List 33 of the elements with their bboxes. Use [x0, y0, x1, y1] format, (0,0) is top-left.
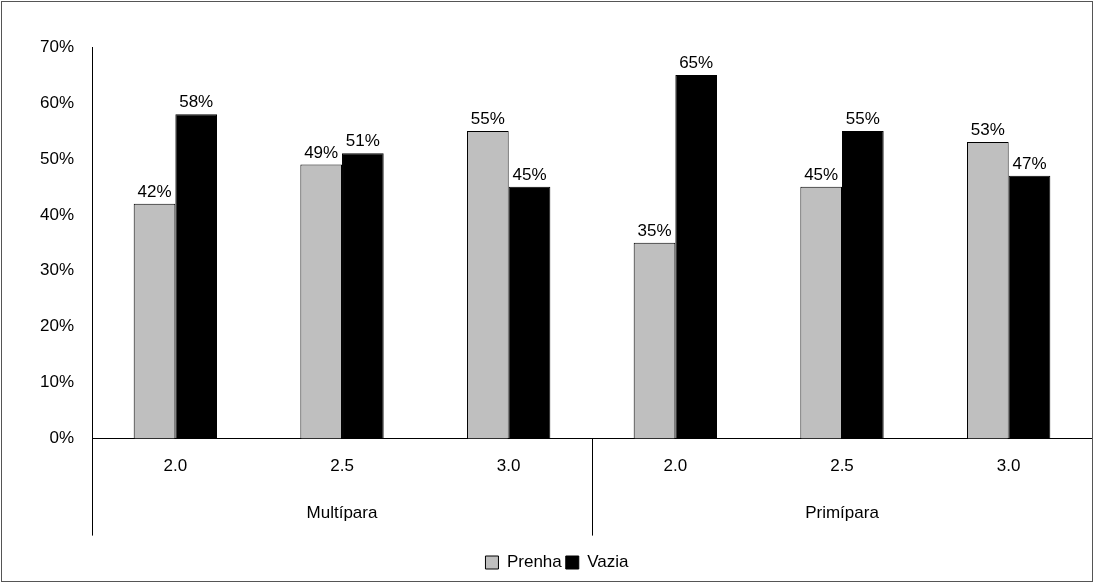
legend-label: Vazia: [587, 552, 630, 572]
data-label: 45%: [512, 165, 547, 185]
y-tick-label: 40%: [39, 204, 75, 224]
x-tick-label: 3.0: [996, 456, 1021, 476]
text: Primípara: [805, 503, 880, 523]
data-label: 55%: [470, 109, 505, 129]
bar: [508, 186, 551, 439]
y-tick-label: 20%: [39, 316, 75, 336]
data-label: 58%: [179, 92, 214, 112]
x-tick-label: 2.0: [163, 456, 188, 476]
data-label: 51%: [345, 131, 380, 151]
data-label: 42%: [137, 181, 172, 201]
data-label: 55%: [845, 109, 880, 129]
x-tick-label: 2.5: [830, 456, 854, 476]
data-label: 65%: [679, 53, 714, 73]
y-tick-label: 30%: [39, 260, 75, 280]
y-tick-label: 50%: [39, 148, 75, 168]
data-label: 53%: [970, 120, 1005, 140]
data-label: 49%: [304, 142, 339, 162]
data-label: 45%: [804, 165, 839, 185]
legend-label: Prenha: [506, 552, 563, 572]
text: Multípara: [306, 503, 378, 523]
data-label: 47%: [1012, 153, 1047, 173]
bar: [342, 153, 384, 439]
y-tick-label: 10%: [39, 372, 75, 392]
data-label: 35%: [637, 220, 672, 240]
y-tick-label: 70%: [39, 36, 75, 56]
x-tick-label: 2.0: [663, 456, 688, 476]
y-tick-label: 0%: [49, 428, 75, 448]
bar: [1008, 175, 1051, 439]
x-tick-label: 2.5: [330, 456, 354, 476]
y-tick-label: 60%: [39, 92, 75, 112]
x-tick-label: 3.0: [496, 456, 521, 476]
